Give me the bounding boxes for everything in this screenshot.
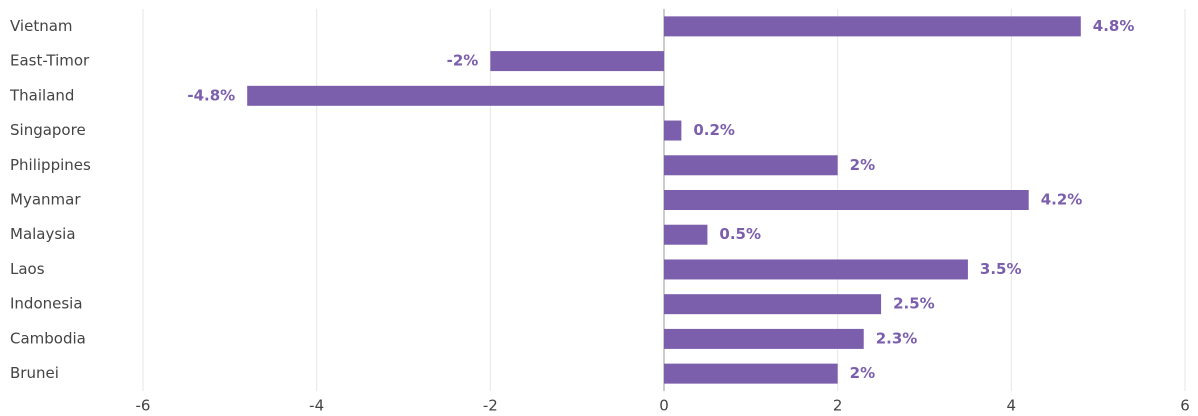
y-tick-label: Vietnam xyxy=(10,17,73,35)
value-label: 2% xyxy=(850,364,875,382)
x-tick-label: 2 xyxy=(833,397,843,415)
y-tick-label: Singapore xyxy=(10,121,86,139)
x-tick-label: 4 xyxy=(1007,397,1017,415)
y-tick-label: Laos xyxy=(10,260,45,278)
x-tick-label: -2 xyxy=(483,397,498,415)
bar xyxy=(664,328,864,349)
value-label: 2% xyxy=(850,156,875,174)
y-tick-label: Indonesia xyxy=(10,295,83,313)
bar xyxy=(664,155,838,176)
y-tick-label: Malaysia xyxy=(10,225,76,243)
value-label: 4.2% xyxy=(1041,191,1083,209)
y-tick-label: Cambodia xyxy=(10,329,86,347)
value-label: 2.5% xyxy=(893,295,935,313)
bar xyxy=(664,294,882,315)
bar xyxy=(490,51,664,72)
value-label: 0.5% xyxy=(719,225,761,243)
value-label: 0.2% xyxy=(693,121,735,139)
x-tick-label: -6 xyxy=(136,397,151,415)
value-label: 3.5% xyxy=(980,260,1022,278)
bar xyxy=(664,16,1081,37)
bar xyxy=(664,363,838,384)
bar xyxy=(664,259,968,280)
bar xyxy=(247,85,664,106)
x-tick-label: -4 xyxy=(309,397,324,415)
y-tick-label: Philippines xyxy=(10,156,91,174)
y-tick-label: Myanmar xyxy=(10,191,81,209)
bar xyxy=(664,190,1029,210)
bar xyxy=(664,120,682,141)
value-label: 4.8% xyxy=(1093,17,1135,35)
value-label: -2% xyxy=(447,52,479,70)
y-tick-label: Thailand xyxy=(9,86,74,104)
y-tick-label: Brunei xyxy=(10,364,59,382)
value-label: 2.3% xyxy=(876,329,918,347)
y-tick-label: East-Timor xyxy=(10,52,90,70)
x-tick-label: 6 xyxy=(1180,397,1190,415)
value-label: -4.8% xyxy=(187,86,235,104)
x-tick-label: 0 xyxy=(659,397,669,415)
bar xyxy=(664,224,708,245)
